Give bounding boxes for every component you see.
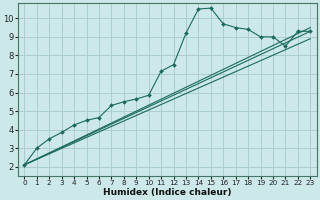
X-axis label: Humidex (Indice chaleur): Humidex (Indice chaleur): [103, 188, 232, 197]
